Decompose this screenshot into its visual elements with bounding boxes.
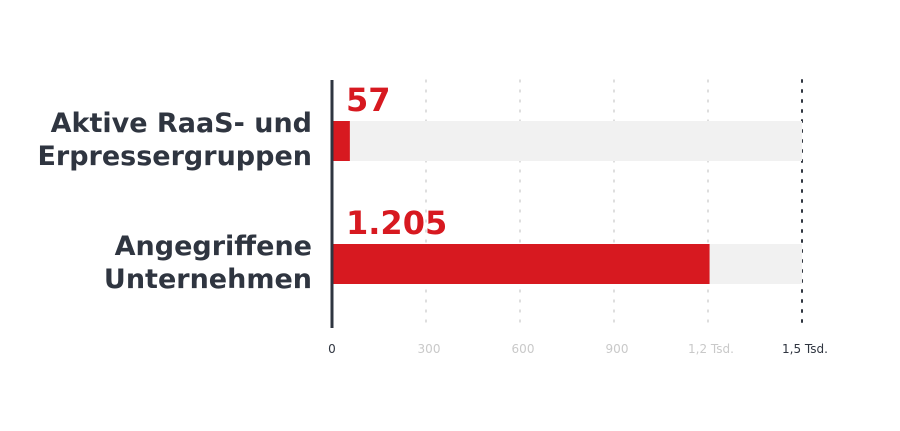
tick-label: 900 (606, 342, 629, 356)
bar (332, 121, 350, 161)
bars (332, 121, 710, 284)
bar-track (332, 121, 802, 161)
category-label: Aktive RaaS- und Erpressergruppen (37, 108, 312, 172)
tick-label: 0 (328, 342, 336, 356)
value-label: 1.205 (346, 204, 447, 242)
tick-label: 300 (418, 342, 441, 356)
category-label: Angegriffene Unternehmen (104, 231, 312, 295)
category-label-line: Erpressergruppen (37, 141, 312, 172)
category-label-line: Aktive RaaS- und (51, 108, 312, 139)
bar (332, 244, 710, 284)
tick-label: 1,5 Tsd. (782, 342, 828, 356)
category-label-line: Angegriffene (115, 231, 312, 262)
category-label-line: Unternehmen (104, 264, 312, 295)
tick-label: 600 (512, 342, 535, 356)
gridlines (425, 79, 803, 329)
labels: 57 Aktive RaaS- und Erpressergruppen 1.205 A… (37, 81, 447, 295)
x-axis-ticks: 0 300 600 900 1,2 Tsd. 1,5 Tsd. (328, 342, 828, 356)
value-label: 57 (346, 81, 391, 119)
tick-label: 1,2 Tsd. (688, 342, 734, 356)
